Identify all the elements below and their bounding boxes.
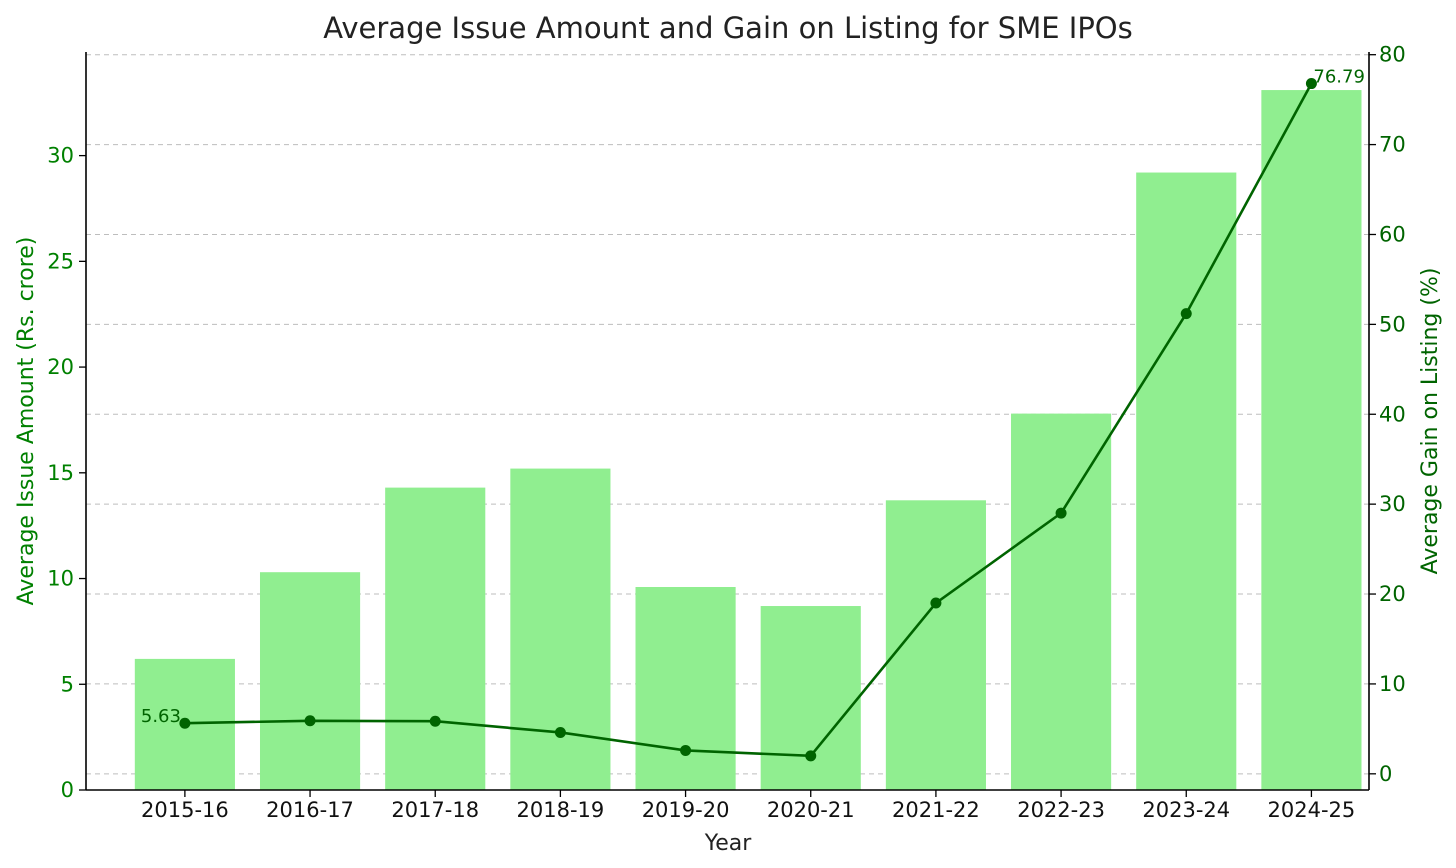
bar-2018-19 (510, 468, 611, 790)
y-axis-label: Average Issue Amount (Rs. crore) (14, 237, 39, 606)
y-tick-label: 20 (47, 355, 74, 379)
y-tick-label: 10 (47, 567, 74, 591)
data-label-1: 76.79 (1313, 67, 1365, 88)
y2-tick-label: 20 (1379, 582, 1406, 606)
gain-point-2017-18 (429, 715, 441, 727)
x-tick-label: 2018-19 (517, 798, 605, 822)
y-tick-label: 5 (61, 672, 74, 696)
data-label-0: 5.63 (141, 706, 181, 727)
axes-layer (85, 52, 1370, 791)
gain-point-2018-19 (554, 726, 566, 738)
x-tick-label: 2024-25 (1268, 798, 1356, 822)
chart-title: Average Issue Amount and Gain on Listing… (323, 11, 1133, 45)
y2-tick-label: 50 (1379, 312, 1406, 336)
y2-tick-label: 0 (1379, 762, 1392, 786)
bars-layer (134, 90, 1362, 790)
x-axis-label: Year (704, 831, 753, 856)
gain-point-2019-20 (680, 744, 692, 756)
gain-point-2023-24 (1180, 308, 1192, 320)
gain-point-2016-17 (304, 715, 316, 727)
x-tick-label: 2015-16 (141, 798, 229, 822)
y2-axis-label: Average Gain on Listing (%) (1418, 268, 1443, 575)
bar-2022-23 (1011, 413, 1112, 790)
y2-tick-label: 60 (1379, 222, 1406, 246)
gain-point-2024-25 (1305, 78, 1317, 90)
labels-layer: Year Average Issue Amount (Rs. crore) Av… (14, 237, 1443, 856)
gain-line (184, 82, 1313, 758)
bar-2023-24 (1136, 172, 1237, 790)
y-tick-label: 0 (61, 778, 74, 802)
y2-tick-label: 80 (1379, 43, 1406, 67)
x-tick-label: 2021-22 (892, 798, 980, 822)
ticks-layer: 0 5 10 15 20 25 30 0 10 20 30 40 50 60 70 80 2015-16 2016… (47, 43, 1405, 822)
y-tick-label: 25 (47, 249, 74, 273)
y2-tick-label: 30 (1379, 492, 1406, 516)
bar-2016-17 (259, 572, 361, 790)
x-tick-label: 2020-21 (767, 798, 855, 822)
gain-point-2022-23 (1055, 507, 1067, 519)
bar-2020-21 (760, 606, 861, 790)
x-tick-label: 2022-23 (1017, 798, 1105, 822)
y-tick-label: 30 (47, 144, 74, 168)
gain-point-2015-16 (179, 717, 191, 729)
x-tick-label: 2023-24 (1142, 798, 1230, 822)
x-tick-label: 2017-18 (391, 798, 479, 822)
bar-2017-18 (385, 487, 486, 790)
gain-point-2020-21 (805, 750, 817, 762)
gain-point-2021-22 (930, 597, 942, 609)
x-tick-label: 2019-20 (642, 798, 730, 822)
bar-2019-20 (635, 586, 736, 790)
bar-2024-25 (1261, 90, 1362, 790)
y-tick-label: 15 (47, 461, 74, 485)
y2-tick-label: 70 (1379, 133, 1406, 157)
y2-tick-label: 10 (1379, 672, 1406, 696)
y2-tick-label: 40 (1379, 402, 1406, 426)
x-tick-label: 2016-17 (266, 798, 354, 822)
line-layer: 5.63 76.79 (141, 67, 1365, 762)
